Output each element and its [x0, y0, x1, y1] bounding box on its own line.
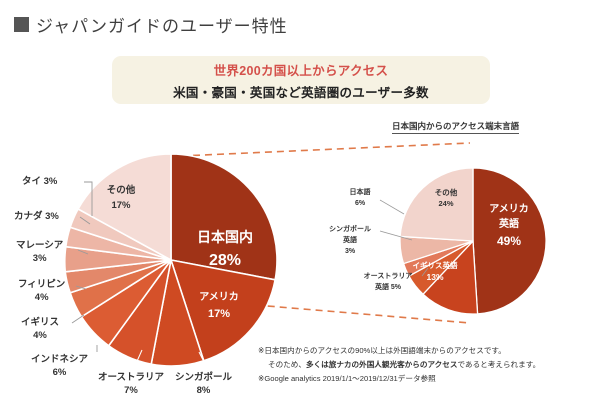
label-usa-english: アメリカ 英語 49% — [489, 204, 529, 248]
label-japan: 日本国内 28% — [197, 229, 253, 269]
label-japanese: 日本語 6% — [349, 189, 371, 207]
highlight-banner: 世界200カ国以上からアクセス 米国・豪国・英国など英語圏のユーザー多数 — [112, 56, 490, 104]
page-title: ジャパンガイドのユーザー特性 — [36, 17, 288, 36]
label-philippines: フィリピン 4% — [18, 279, 66, 303]
label-other-left: その他 17% — [106, 185, 136, 211]
label-australia-english: オーストラリア 英語 5% — [363, 273, 413, 291]
footnote-line-1: ※日本国内からのアクセスの90%以上は外国語端末からのアクセスです。 — [258, 346, 506, 355]
footnote-line-2-post: であると考えられます。 — [457, 360, 541, 370]
country-pie-chart: 日本国内 28% アメリカ 17% その他 17% — [63, 152, 279, 368]
label-america: アメリカ 17% — [199, 292, 239, 320]
slice-other-right — [399, 167, 474, 242]
label-other-right: その他 24% — [434, 188, 458, 209]
page-title-row: ジャパンガイドのユーザー特性 — [14, 12, 288, 37]
slice-usa-english — [472, 167, 547, 315]
label-uk-english: イギリス英語 13% — [412, 261, 458, 283]
right-chart-title: 日本国内からのアクセス端末言語 — [392, 120, 520, 134]
label-malaysia: マレーシア 3% — [16, 240, 64, 264]
banner-headline: 世界200カ国以上からアクセス — [213, 63, 389, 78]
footnote-line-3: ※Google analytics 2019/1/1〜2019/12/31データ… — [258, 374, 436, 384]
language-pie-chart: アメリカ 英語 49% その他 24% イギリス英語 13% — [398, 166, 548, 316]
slice-america — [169, 258, 277, 362]
slice-other — [77, 153, 172, 262]
label-uk-left: イギリス 4% — [21, 317, 60, 341]
label-australia-left: オーストラリア 7% — [98, 372, 165, 396]
slice-uk-english — [422, 239, 479, 315]
slice-japan — [170, 153, 278, 281]
label-canada: カナダ 3% — [14, 211, 59, 222]
label-thailand: タイ 3% — [22, 176, 58, 187]
footnote-line-2-pre: そのため、 — [268, 360, 306, 370]
language-pie-svg — [399, 167, 547, 315]
square-bullet-icon — [14, 17, 29, 32]
footnote-block: ※日本国内からのアクセスの90%以上は外国語端末からのアクセスです。 そのため、… — [258, 344, 594, 386]
label-indonesia: インドネシア 6% — [31, 354, 89, 378]
banner-subline: 米国・豪国・英国など英語圏のユーザー多数 — [173, 85, 429, 100]
footnote-line-2-bold: 多くは旅ナカの外国人観光客からのアクセス — [305, 360, 458, 370]
footnote-line-2: そのため、多くは旅ナカの外国人観光客からのアクセスであると考えられます。 — [258, 358, 594, 372]
label-singapore-english: シンガポール 英語 3% — [329, 226, 371, 255]
label-singapore-left: シンガポール 8% — [175, 372, 233, 396]
